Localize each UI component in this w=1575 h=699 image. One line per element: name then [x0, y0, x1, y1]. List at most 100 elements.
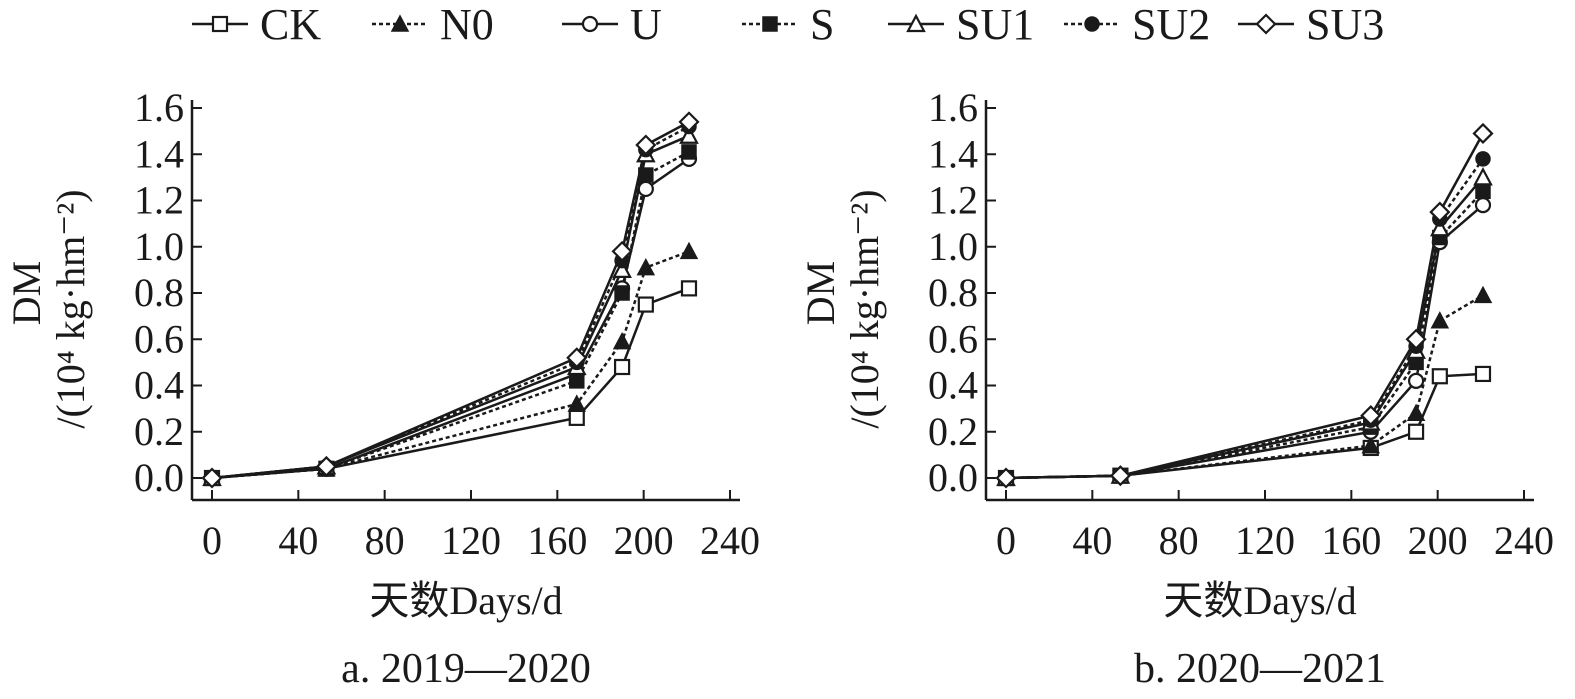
x-tick-label: 200	[1408, 518, 1468, 563]
legend-entry-su3: SU3	[1238, 0, 1384, 49]
legend-label-su1: SU1	[956, 0, 1034, 49]
data-point-su3	[1360, 405, 1382, 427]
panel-a-2019-2020: 0.00.20.40.60.81.01.21.41.6 0 40 80 120 160 20…	[4, 85, 760, 692]
legend-entry-s: S	[742, 0, 834, 49]
series-line-su3	[1005, 132, 1485, 480]
y-axis-unit: /(10⁴ kg·hm⁻²)	[842, 189, 887, 428]
series-line-su3	[211, 120, 690, 480]
x-tick-label: 160	[527, 518, 587, 563]
data-point-s	[1475, 183, 1491, 199]
y-tick-label: 1.0	[134, 224, 184, 269]
y-tick-label: 1.4	[928, 131, 978, 176]
legend-label-su3: SU3	[1306, 0, 1384, 49]
y-tick-label: 0.2	[134, 409, 184, 454]
data-point-su1	[679, 125, 699, 144]
x-tick-label: 160	[1321, 518, 1381, 563]
data-point-ck	[568, 409, 585, 426]
y-tick-label: 0.4	[134, 363, 184, 408]
y-tick-label: 0.6	[134, 316, 184, 361]
data-point-su3	[315, 455, 337, 477]
data-point-ck	[1431, 368, 1448, 385]
legend-marker-u	[581, 15, 599, 33]
data-point-su1	[1429, 217, 1450, 237]
series-markers	[201, 111, 700, 489]
data-point-su1	[612, 259, 632, 278]
y-axis-unit: /(10⁴ kg·hm⁻²)	[48, 189, 93, 428]
x-axis-title: 天数Days/d	[369, 578, 562, 623]
data-point-s	[681, 144, 697, 160]
data-point-ck	[637, 296, 654, 313]
data-point-n0	[636, 257, 656, 276]
data-point-u	[1407, 372, 1425, 389]
x-tick-label: 80	[1159, 518, 1199, 563]
data-point-ck	[680, 280, 698, 297]
data-point-su3	[1109, 465, 1131, 487]
y-tick-label: 0.6	[928, 316, 978, 361]
y-axis-title: DM	[798, 261, 843, 325]
legend-entry-u: U	[562, 0, 662, 49]
y-tick-label: 1.4	[134, 131, 184, 176]
legend-marker-s	[762, 16, 778, 32]
x-tick-label: 0	[202, 518, 222, 563]
y-tick-label: 0.0	[928, 455, 978, 500]
series-line-su2	[1005, 158, 1485, 480]
legend-marker-n0	[390, 14, 410, 32]
data-point-u	[1474, 197, 1492, 214]
data-point-su3	[1429, 201, 1451, 223]
data-point-su3	[678, 111, 700, 133]
legend-marker-su2	[1084, 16, 1100, 32]
legend-label-su2: SU2	[1132, 0, 1210, 49]
legend-entry-su2: SU2	[1064, 0, 1210, 49]
data-point-n0	[1473, 285, 1493, 304]
y-tick-label: 1.2	[134, 178, 184, 223]
legend-entry-ck: CK	[192, 0, 321, 49]
y-tick-label: 0.2	[928, 409, 978, 454]
data-point-su3	[611, 240, 633, 262]
x-tick-label: 40	[278, 518, 318, 563]
y-tick-label: 1.6	[134, 85, 184, 130]
y-tick-label: 1.6	[928, 85, 978, 130]
series-line-s	[1005, 190, 1484, 480]
data-point-su3	[1405, 328, 1427, 350]
y-tick-label: 0.0	[134, 455, 184, 500]
series-line-n0	[1005, 294, 1484, 480]
data-point-s	[569, 373, 585, 389]
legend-marker-su3	[1255, 13, 1277, 35]
x-tick-label: 120	[1235, 518, 1295, 563]
data-point-su3	[1472, 122, 1494, 144]
x-tick-label: 120	[441, 518, 501, 563]
data-point-s	[614, 285, 630, 301]
x-tick-label: 40	[1072, 518, 1112, 563]
data-point-n0	[1430, 311, 1450, 329]
x-tick-label: 0	[996, 518, 1016, 563]
legend-entry-su1: SU1	[888, 0, 1034, 49]
y-tick-label: 1.0	[928, 224, 978, 269]
panel-caption: a. 2019—2020	[341, 646, 591, 692]
data-point-su3	[635, 134, 657, 156]
y-tick-label: 0.4	[928, 363, 978, 408]
x-tick-label: 240	[700, 518, 760, 563]
legend-marker-ck	[211, 15, 229, 33]
y-tick-label: 1.2	[928, 178, 978, 223]
data-point-s	[638, 167, 654, 183]
data-point-n0	[567, 394, 587, 412]
x-tick-label: 240	[1494, 518, 1554, 563]
legend-label-s: S	[810, 0, 834, 49]
data-point-su3	[566, 347, 588, 369]
legend-label-n0: N0	[440, 0, 494, 49]
data-point-su3	[995, 467, 1017, 489]
series-line-u	[211, 157, 690, 480]
data-point-su1	[1473, 167, 1493, 186]
series-line-su1	[211, 134, 690, 480]
legend-label-u: U	[630, 0, 662, 49]
data-point-ck	[1407, 423, 1425, 440]
data-point-n0	[612, 331, 632, 350]
x-axis-title: 天数Days/d	[1163, 578, 1356, 623]
y-axis-title: DM	[4, 261, 49, 325]
data-point-n0	[1361, 436, 1381, 454]
data-point-ck	[1474, 365, 1492, 383]
legend-marker-su1	[906, 13, 926, 33]
data-point-ck	[613, 358, 631, 376]
data-point-n0	[679, 241, 699, 260]
